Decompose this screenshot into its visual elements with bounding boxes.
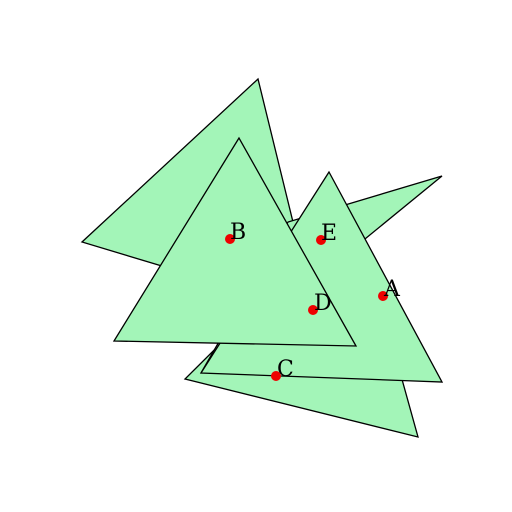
triangle-front: [112, 136, 358, 347]
label-a: A: [383, 277, 401, 302]
point-e: [316, 235, 326, 245]
point-c: [271, 371, 281, 381]
point-a: [378, 291, 388, 301]
label-b: B: [230, 220, 246, 245]
label-c: C: [277, 357, 294, 382]
label-d: D: [314, 291, 332, 316]
point-d: [308, 305, 318, 315]
point-b: [225, 234, 235, 244]
label-e: E: [321, 221, 337, 246]
